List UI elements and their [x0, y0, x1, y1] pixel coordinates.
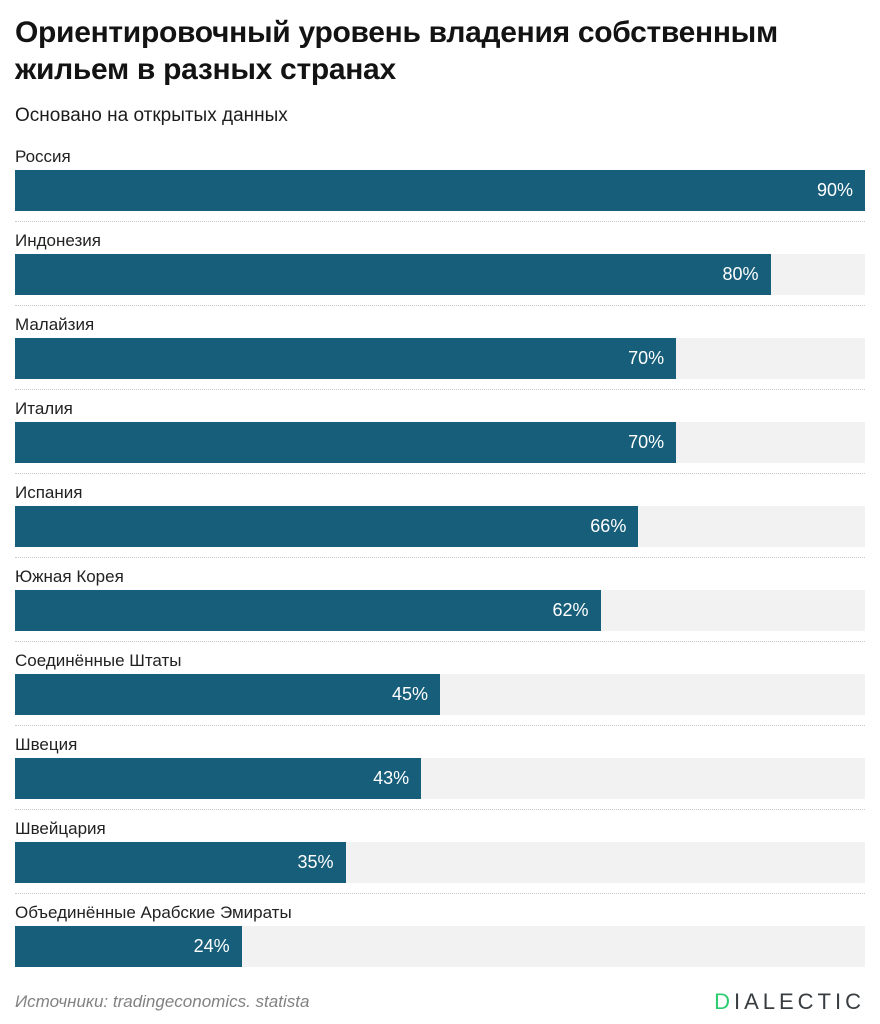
- bar-row: Объединённые Арабские Эмираты 24%: [15, 894, 865, 977]
- bar-rows: Россия 90% Индонезия 80% Малайзия 70% Ит…: [15, 138, 865, 977]
- bar-fill: 45%: [15, 674, 440, 715]
- bar-value-label: 66%: [590, 516, 627, 536]
- country-label: Индонезия: [15, 231, 101, 250]
- bar-track: 66%: [15, 506, 865, 547]
- bar-fill: 62%: [15, 590, 601, 631]
- bar-track: 80%: [15, 254, 865, 295]
- bar-value-label: 35%: [297, 852, 334, 872]
- bar-fill: 66%: [15, 506, 639, 547]
- bar-value-label: 43%: [373, 768, 410, 788]
- country-label: Южная Корея: [15, 567, 124, 586]
- bar-track: 24%: [15, 926, 865, 967]
- bar-row: Россия 90%: [15, 138, 865, 222]
- country-label: Италия: [15, 399, 73, 418]
- bar-row: Индонезия 80%: [15, 222, 865, 306]
- footer: Источники: tradingeconomics. statista DI…: [15, 989, 865, 1015]
- page-title: Ориентировочный уровень владения собстве…: [15, 16, 778, 86]
- bar-row: Южная Корея 62%: [15, 558, 865, 642]
- bar-track: 62%: [15, 590, 865, 631]
- country-label: Объединённые Арабские Эмираты: [15, 903, 292, 922]
- dialectic-logo: DIALECTIC: [714, 989, 865, 1015]
- bar-row: Малайзия 70%: [15, 306, 865, 390]
- bar-track: 90%: [15, 170, 865, 211]
- country-label: Соединённые Штаты: [15, 651, 182, 670]
- bar-track: 70%: [15, 338, 865, 379]
- chart-subtitle: Основано на открытых данных: [15, 105, 288, 126]
- bar-fill: 80%: [15, 254, 771, 295]
- bar-fill: 90%: [15, 170, 865, 211]
- bar-value-label: 24%: [193, 936, 230, 956]
- bar-value-label: 62%: [552, 600, 589, 620]
- country-label: Швеция: [15, 735, 78, 754]
- bar-value-label: 70%: [628, 432, 665, 452]
- bar-fill: 24%: [15, 926, 242, 967]
- bar-value-label: 80%: [722, 264, 759, 284]
- country-label: Россия: [15, 147, 71, 166]
- bar-fill: 70%: [15, 338, 677, 379]
- logo-accent-letter: D: [714, 989, 734, 1014]
- bar-row: Швеция 43%: [15, 726, 865, 810]
- bar-value-label: 90%: [816, 180, 853, 200]
- bar-row: Италия 70%: [15, 390, 865, 474]
- country-label: Малайзия: [15, 315, 95, 334]
- bar-fill: 35%: [15, 842, 346, 883]
- bar-fill: 43%: [15, 758, 422, 799]
- bar-row: Соединённые Штаты 45%: [15, 642, 865, 726]
- country-label: Швейцария: [15, 819, 106, 838]
- bar-track: 35%: [15, 842, 865, 883]
- bar-value-label: 70%: [628, 348, 665, 368]
- source-text: Источники: tradingeconomics. statista: [15, 992, 310, 1011]
- bar-value-label: 45%: [391, 684, 428, 704]
- country-label: Испания: [15, 483, 83, 502]
- bar-fill: 70%: [15, 422, 677, 463]
- bar-track: 45%: [15, 674, 865, 715]
- bar-row: Испания 66%: [15, 474, 865, 558]
- bar-track: 70%: [15, 422, 865, 463]
- bar-row: Швейцария 35%: [15, 810, 865, 894]
- logo-rest-letters: IALECTIC: [733, 989, 865, 1014]
- bar-track: 43%: [15, 758, 865, 799]
